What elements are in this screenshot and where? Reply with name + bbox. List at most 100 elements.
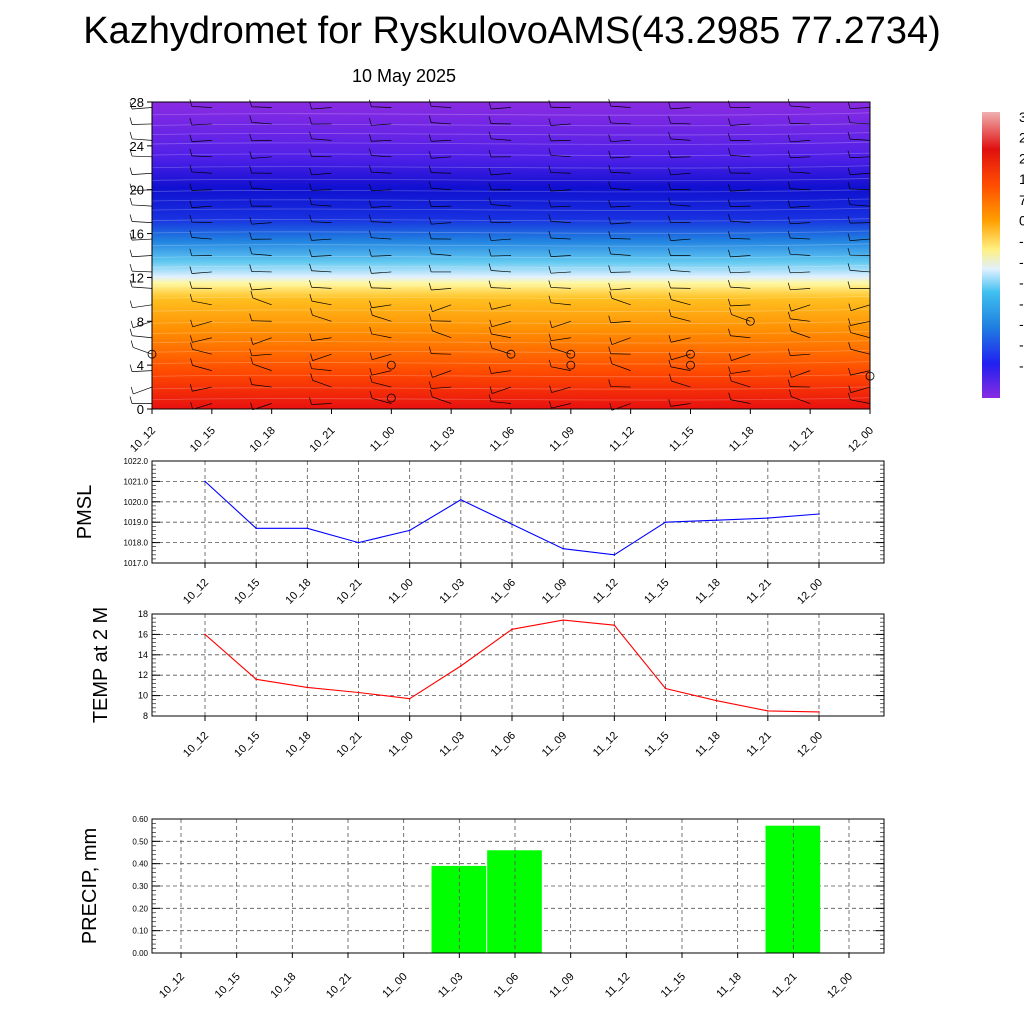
wind-barb (431, 386, 452, 389)
wind-barb-flag (489, 302, 492, 310)
x-tick-label: 10_21 (335, 730, 365, 760)
wind-barb-flag (190, 342, 193, 350)
wind-barb-flag (129, 131, 133, 140)
wind-barb (850, 138, 871, 141)
wind-barb-flag (608, 246, 612, 255)
wind-barb-flag (369, 200, 372, 208)
wind-barb (791, 396, 811, 404)
wind-barb-flag (190, 402, 194, 410)
wind-barb-flag (548, 295, 552, 303)
contour-line (151, 123, 871, 127)
wind-barb-flag (429, 389, 433, 398)
wind-barb (311, 255, 332, 257)
contour-line (151, 397, 871, 401)
wind-barb-flag (668, 182, 671, 190)
x-tick-label: 10_18 (283, 577, 313, 607)
wind-barb-flag (549, 320, 553, 328)
wind-barb (491, 333, 512, 339)
wind-barb (550, 205, 571, 208)
wind-barb (610, 320, 631, 324)
x-tick-label: 11_15 (642, 577, 672, 607)
wind-barb-flag (249, 348, 253, 356)
wind-barb (850, 370, 871, 376)
wind-barb (132, 107, 153, 110)
wind-barb (311, 270, 332, 273)
wind-barb-flag (129, 300, 133, 308)
wind-barb-flag (369, 148, 372, 156)
wind-barb-flag (369, 134, 372, 142)
wind-barb (133, 347, 153, 355)
data-point (357, 691, 360, 694)
wind-barb-flag (549, 385, 552, 393)
wind-barb (191, 221, 212, 223)
wind-barb-flag (788, 324, 792, 332)
contour-line (151, 308, 871, 312)
wind-barb-flag (488, 280, 492, 288)
wind-barb (311, 189, 332, 191)
wind-barb (850, 204, 871, 207)
x-tick-label: 10_12 (157, 971, 187, 1001)
x-tick-label: 10_18 (268, 971, 298, 1001)
data-point (562, 547, 564, 550)
wind-barb (611, 337, 631, 345)
y-tick-label: 8 (137, 314, 144, 329)
wind-barb-flag (668, 131, 671, 140)
wind-barb-flag (488, 131, 492, 139)
wind-barb (790, 156, 811, 158)
y-axis-label: PRECIP, mm (79, 828, 101, 944)
wind-barb (132, 155, 153, 158)
wind-barb-flag (668, 399, 672, 407)
wind-barb (191, 171, 212, 174)
wind-barb-flag (787, 311, 791, 319)
wind-barb (371, 189, 392, 192)
contour-line (151, 152, 871, 156)
wind-barb-flag (728, 366, 731, 374)
wind-barb-flag (787, 116, 791, 124)
wind-barb (791, 370, 811, 378)
wind-barb (790, 122, 811, 125)
wind-barb-flag (668, 101, 671, 109)
wind-barb-flag (728, 392, 732, 400)
wind-barb-flag (428, 151, 432, 159)
wind-barb-flag (548, 118, 552, 126)
wind-barb-flag (129, 197, 133, 206)
x-tick-label: 11_21 (744, 730, 774, 760)
contour-line (151, 264, 871, 269)
x-tick-label: 11_21 (770, 971, 800, 1001)
wind-barb-flag (847, 281, 851, 289)
x-tick-label: 11_09 (547, 971, 577, 1001)
wind-barb (671, 299, 691, 306)
wind-barb-flag (189, 134, 193, 142)
wind-barb-flag (249, 246, 253, 255)
wind-barb (610, 105, 631, 108)
wind-barb-flag (787, 134, 791, 142)
x-tick-label: 11_15 (642, 730, 672, 760)
plot-frame (151, 818, 885, 954)
x-tick-label: 11_21 (744, 577, 774, 607)
wind-barb-flag (130, 340, 134, 348)
contour-line (151, 273, 871, 278)
wind-barb (671, 316, 691, 322)
wind-barb-flag (787, 348, 791, 356)
wind-barb (550, 255, 571, 257)
wind-barb-flag (847, 233, 851, 241)
wind-barb (311, 138, 332, 141)
y-tick-label: 1021.0 (124, 477, 149, 486)
wind-barb (491, 238, 512, 241)
wind-barb (850, 122, 871, 125)
wind-barb (132, 255, 153, 258)
wind-barb-flag (249, 133, 253, 141)
wind-barb-flag (608, 231, 612, 239)
x-tick-label: 10_15 (232, 730, 262, 760)
wind-barb (431, 288, 452, 291)
data-point (204, 633, 206, 636)
wind-barb-flag (249, 199, 253, 207)
wind-barb-flag (189, 148, 193, 156)
wind-barb-flag (428, 165, 432, 173)
y-axis-label: TEMP at 2 M (90, 607, 112, 723)
wind-barb (850, 107, 871, 109)
wind-barb-flag (668, 359, 672, 367)
wind-barb (252, 337, 272, 345)
data-point (408, 529, 411, 532)
wind-barb (432, 396, 452, 404)
